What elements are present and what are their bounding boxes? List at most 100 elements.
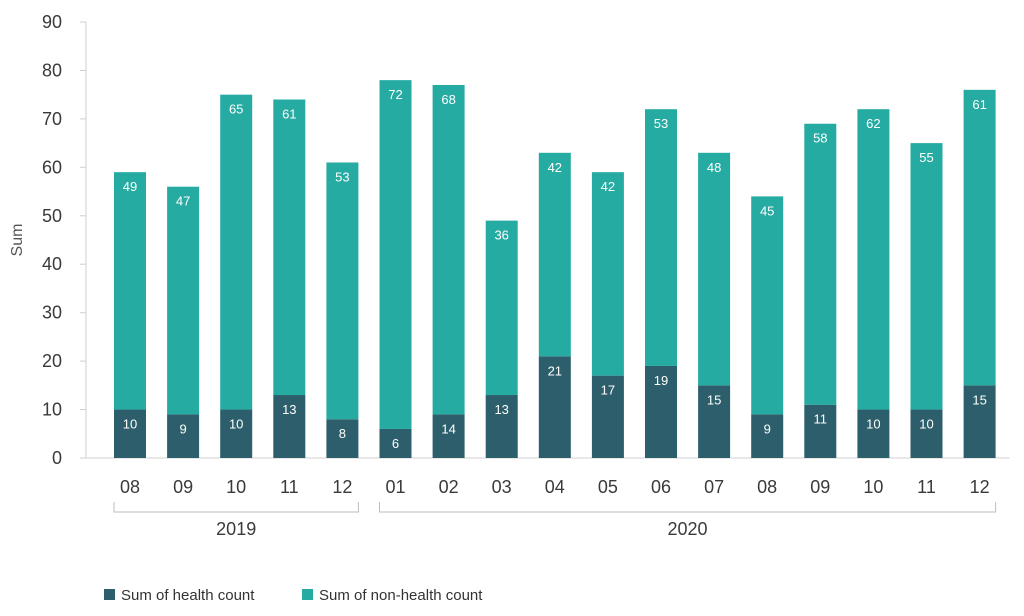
bar-label-non-health: 58 — [813, 131, 827, 146]
y-axis-ticks: 0 10 20 30 40 50 60 70 80 90 — [42, 12, 86, 468]
bar-label-non-health: 48 — [707, 160, 721, 175]
y-axis-label: Sum — [9, 224, 26, 257]
legend-label-non-health: Sum of non-health count — [319, 587, 483, 604]
y-tick-label: 50 — [42, 206, 62, 226]
x-tick-label: 06 — [651, 477, 671, 497]
bar-label-non-health: 62 — [866, 116, 880, 131]
bar-label-health: 8 — [339, 426, 346, 441]
bar-health — [591, 375, 624, 458]
bar-health — [432, 414, 465, 458]
x-tick-label: 11 — [917, 477, 936, 497]
y-tick-label: 90 — [42, 12, 62, 32]
x-tick-label: 08 — [120, 477, 140, 497]
x-tick-label: 03 — [492, 477, 512, 497]
bar-health — [379, 428, 412, 458]
bar-non-health — [645, 109, 677, 366]
y-tick-label: 30 — [42, 303, 62, 323]
bar-label-health: 19 — [654, 373, 668, 388]
bar-label-non-health: 36 — [494, 228, 508, 243]
bar-label-non-health: 53 — [654, 116, 668, 131]
bar-label-health: 13 — [282, 402, 296, 417]
bar-label-health: 21 — [548, 363, 562, 378]
bar-non-health — [963, 89, 996, 386]
bar-label-non-health: 55 — [919, 150, 933, 165]
bar-non-health — [857, 109, 890, 410]
bar-health — [538, 356, 571, 458]
bar-label-health: 10 — [229, 417, 243, 432]
bar-label-non-health: 72 — [388, 87, 402, 102]
x-tick-label: 12 — [970, 477, 990, 497]
bar-non-health — [591, 172, 624, 376]
legend-swatch-health — [104, 589, 115, 600]
x-tick-label: 01 — [385, 477, 405, 497]
y-tick-label: 70 — [42, 109, 62, 129]
bar-label-health: 14 — [441, 421, 455, 436]
bar-label-non-health: 65 — [229, 102, 243, 117]
bar-health — [114, 409, 146, 458]
y-tick-label: 40 — [42, 254, 62, 274]
x-tick-label: 12 — [332, 477, 352, 497]
bar-health — [485, 395, 518, 458]
bar-label-non-health: 49 — [123, 179, 137, 194]
y-tick-label: 20 — [42, 351, 62, 371]
bar-label-health: 9 — [764, 421, 771, 436]
bar-health — [167, 414, 200, 458]
year-groups: 2019 2020 — [113, 502, 997, 539]
bar-non-health — [538, 152, 571, 357]
bar-non-health — [114, 172, 146, 410]
bar-label-health: 6 — [392, 436, 399, 451]
bar-health — [645, 365, 677, 458]
bar-label-health: 15 — [972, 392, 986, 407]
bar-label-health: 9 — [179, 421, 186, 436]
bar-non-health — [220, 94, 253, 410]
y-tick-label: 80 — [42, 60, 62, 80]
x-tick-label: 09 — [810, 477, 830, 497]
x-tick-label: 07 — [704, 477, 724, 497]
bar-label-health: 10 — [123, 417, 137, 432]
bar-label-non-health: 53 — [335, 169, 349, 184]
x-tick-label: 08 — [757, 477, 777, 497]
bar-label-health: 10 — [866, 417, 880, 432]
bar-label-non-health: 68 — [441, 92, 455, 107]
x-axis-ticks: 08 09 10 11 12 01 02 03 04 05 06 07 08 09 10 11 12 — [120, 477, 990, 497]
bar-non-health — [910, 143, 943, 410]
legend-swatch-non-health — [302, 589, 313, 600]
bar-non-health — [804, 123, 837, 405]
bar-health — [910, 409, 943, 458]
bar-non-health — [167, 186, 200, 415]
bar-label-non-health: 45 — [760, 203, 774, 218]
x-tick-label: 04 — [545, 477, 565, 497]
x-tick-label: 09 — [173, 477, 193, 497]
bar-label-health: 17 — [601, 383, 615, 398]
bar-health — [963, 385, 996, 458]
bar-health — [698, 385, 731, 458]
y-tick-label: 10 — [42, 400, 62, 420]
x-tick-label: 02 — [439, 477, 459, 497]
bar-label-health: 11 — [814, 412, 828, 427]
bar-health — [273, 395, 306, 458]
bar-non-health — [485, 220, 518, 396]
bar-label-health: 10 — [919, 417, 933, 432]
bar-label-health: 15 — [707, 392, 721, 407]
bar-non-health — [698, 152, 731, 386]
bars: 10 49 9 47 10 65 13 61 8 53 6 72 14 68 13 36 21 42 17 42 19 5… — [114, 80, 996, 458]
year-label: 2019 — [216, 519, 256, 539]
bar-label-non-health: 61 — [282, 107, 296, 122]
bar-non-health — [273, 99, 306, 396]
x-tick-label: 11 — [280, 477, 299, 497]
bar-health — [326, 419, 359, 458]
bar-non-health — [326, 162, 359, 420]
year-label: 2020 — [668, 519, 708, 539]
legend: Sum of health count Sum of non-health co… — [104, 587, 483, 604]
legend-label-health: Sum of health count — [121, 587, 255, 604]
y-tick-label: 60 — [42, 157, 62, 177]
x-tick-label: 10 — [226, 477, 246, 497]
bar-label-non-health: 42 — [601, 179, 615, 194]
year-bracket — [379, 502, 997, 513]
bar-non-health — [432, 84, 465, 415]
x-tick-label: 05 — [598, 477, 618, 497]
year-bracket — [113, 502, 359, 513]
bar-label-non-health: 42 — [548, 160, 562, 175]
bar-label-health: 13 — [494, 402, 508, 417]
